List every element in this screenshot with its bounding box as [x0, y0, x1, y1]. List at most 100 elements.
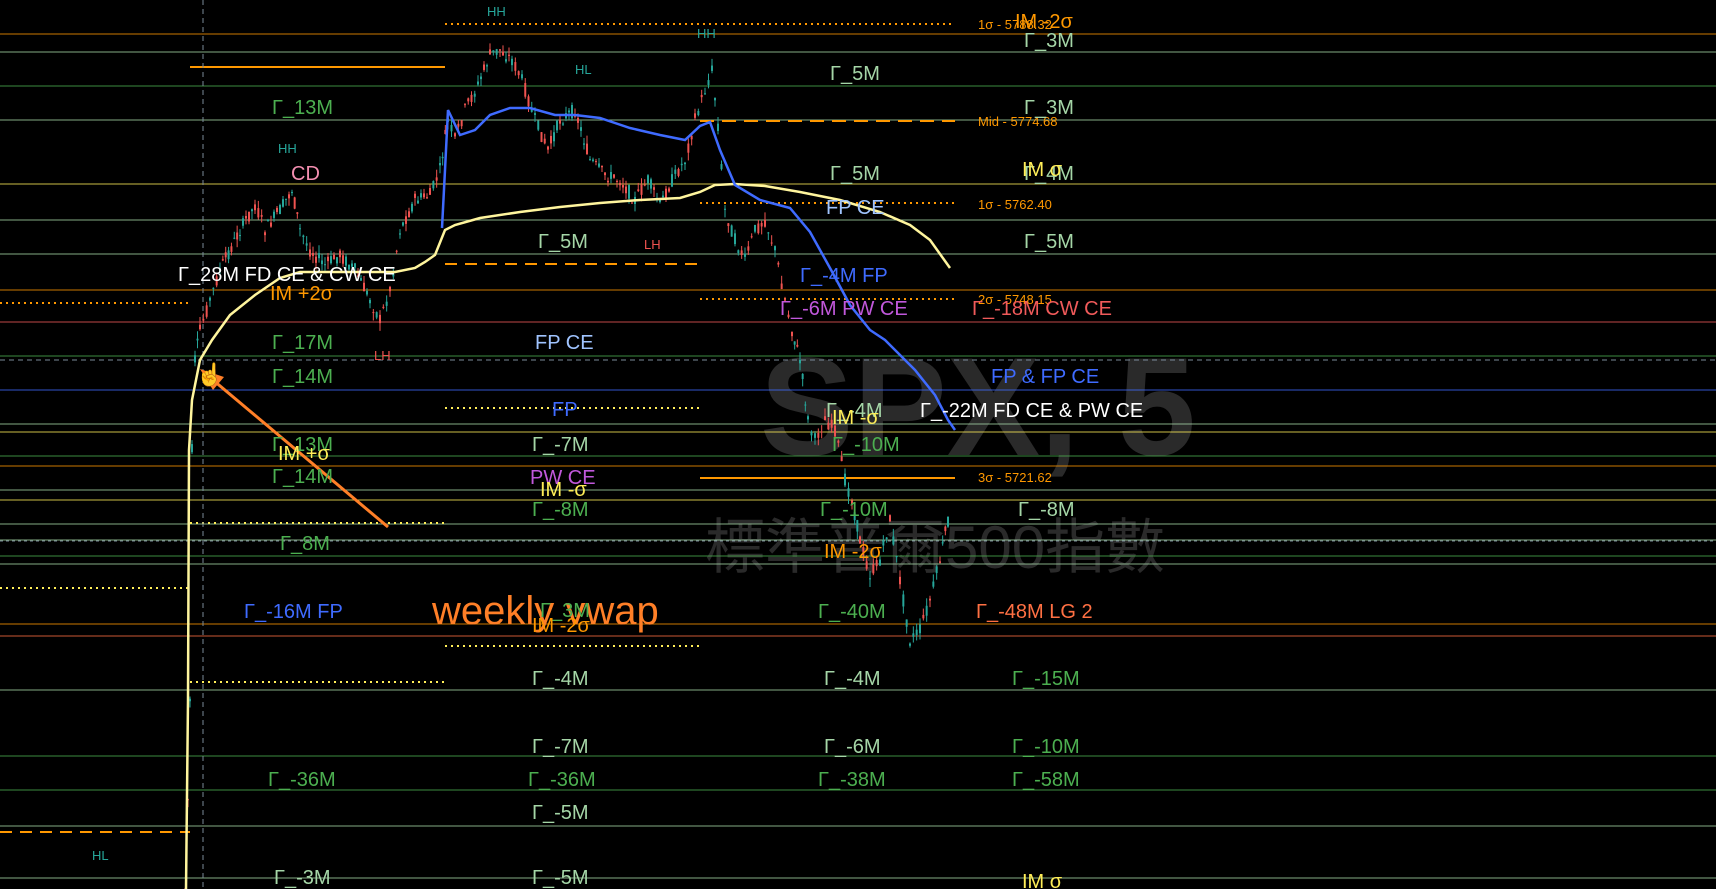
- gamma-label: Γ_3M: [1024, 30, 1074, 52]
- im-label: IM +σ: [278, 443, 330, 465]
- candle-body: [315, 256, 317, 263]
- candle-body: [242, 218, 244, 226]
- candle-body: [450, 125, 453, 132]
- candle-body: [568, 110, 570, 113]
- candle-body: [814, 433, 816, 438]
- candle-body: [889, 515, 891, 522]
- gamma-label: PW CE: [530, 467, 596, 489]
- candle-body: [508, 54, 510, 56]
- candle-body: [321, 260, 323, 265]
- candle-body: [847, 488, 850, 497]
- candle-body: [375, 312, 378, 318]
- candle-body: [595, 161, 597, 163]
- gamma-label: Γ_-7M: [532, 434, 589, 456]
- candle-body: [690, 135, 693, 140]
- gamma-label: Γ_-5M: [532, 867, 589, 889]
- candle-body: [260, 215, 263, 217]
- candle-body: [423, 193, 425, 198]
- candle-body: [640, 184, 643, 195]
- gamma-label: Γ_3M: [540, 600, 590, 622]
- candle-body: [257, 208, 260, 218]
- candle-body: [671, 174, 673, 187]
- im-label: IM -2σ: [1015, 11, 1074, 33]
- swing-label: HH: [697, 26, 716, 41]
- candle-body: [659, 199, 661, 203]
- candle-body: [650, 179, 652, 189]
- candle-body: [687, 143, 690, 153]
- candle-body: [285, 198, 287, 200]
- candle-body: [665, 188, 667, 199]
- candle-body: [810, 431, 813, 436]
- candle-body: [851, 500, 853, 505]
- candle-body: [339, 250, 341, 258]
- candle-body: [212, 287, 215, 289]
- candle-body: [547, 146, 549, 150]
- candle-body: [312, 252, 314, 256]
- level-label-1sigma: 1σ - 5762.40: [978, 197, 1052, 212]
- candle-body: [757, 223, 760, 234]
- candle-body: [395, 250, 398, 252]
- candle-body: [399, 233, 401, 235]
- candle-body: [382, 306, 385, 308]
- candle-body: [628, 185, 630, 199]
- candle-body: [856, 520, 859, 532]
- candle-body: [711, 65, 713, 71]
- candle-body: [625, 186, 627, 194]
- candle-body: [631, 202, 633, 204]
- candle-body: [470, 94, 473, 102]
- candle-body: [264, 232, 266, 236]
- gamma-label: Γ_-10M: [1012, 736, 1080, 758]
- candle-body: [616, 180, 618, 182]
- candle-body: [411, 203, 413, 212]
- candle-body: [495, 49, 498, 55]
- gamma-label: Γ_8M: [280, 533, 330, 555]
- candle-body: [824, 416, 826, 421]
- candle-body: [467, 98, 470, 102]
- candle-body: [694, 113, 696, 118]
- gamma-label: Γ_-10M: [820, 499, 888, 521]
- candle-body: [879, 559, 881, 566]
- gamma-label: FP & FP CE: [991, 366, 1099, 388]
- candle-body: [379, 314, 381, 324]
- candle-body: [580, 127, 582, 131]
- level-segments: [0, 23, 1716, 833]
- candle-body: [521, 74, 523, 79]
- candle-body: [730, 225, 733, 237]
- swing-label: HH: [487, 4, 506, 19]
- candle-body: [744, 253, 746, 257]
- candle-body: [899, 576, 901, 585]
- candle-body: [524, 83, 527, 97]
- candle-body: [827, 422, 830, 430]
- candle-body: [205, 305, 208, 317]
- candle-body: [697, 110, 700, 116]
- candle-body: [559, 120, 561, 124]
- candle-body: [248, 211, 250, 222]
- candle-body: [791, 332, 793, 337]
- candle-body: [601, 165, 603, 168]
- candle-body: [194, 355, 196, 363]
- candle-body: [372, 312, 375, 314]
- gamma-label: Γ_-8M: [1018, 499, 1075, 521]
- gamma-label: Γ_5M: [1024, 231, 1074, 253]
- candle-body: [360, 278, 362, 281]
- candle-body: [199, 324, 201, 330]
- candle-body: [534, 113, 536, 115]
- candle-body: [727, 223, 730, 227]
- candle-body: [817, 433, 820, 438]
- candle-body: [196, 338, 199, 341]
- candle-body: [530, 108, 533, 112]
- candle-body: [619, 182, 621, 186]
- candle-body: [527, 96, 530, 107]
- im-label: IM σ: [1022, 871, 1063, 889]
- candle-body: [784, 298, 786, 301]
- candle-body: [492, 50, 495, 52]
- candle-body: [330, 256, 332, 264]
- candle-body: [420, 193, 422, 198]
- gamma-label: Γ_-22M FD CE & PW CE: [920, 400, 1143, 422]
- candle-body: [944, 526, 947, 532]
- candle-body: [444, 129, 447, 135]
- candle-body: [357, 275, 359, 277]
- candle-body: [793, 341, 796, 345]
- candle-body: [734, 233, 736, 245]
